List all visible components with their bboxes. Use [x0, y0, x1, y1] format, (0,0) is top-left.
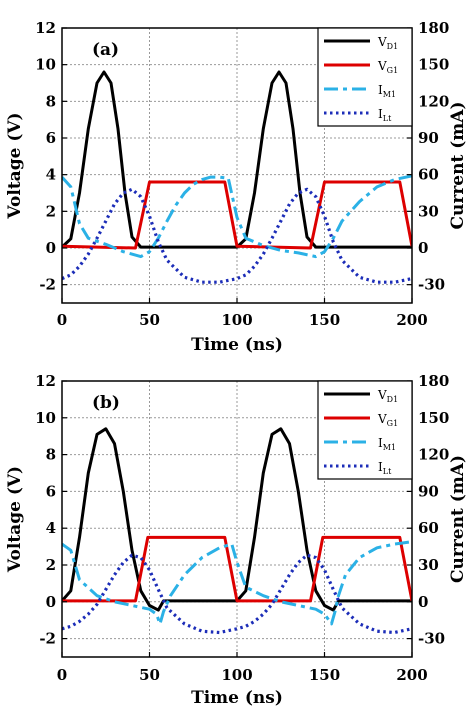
y2-tick-label: 150 — [418, 56, 449, 74]
series-line-v-g1 — [62, 180, 412, 250]
y2-tick-label: 30 — [418, 202, 439, 220]
y-tick-label: 4 — [46, 166, 56, 184]
y-tick-label: 12 — [35, 19, 56, 37]
y2-tick-label: 120 — [418, 92, 449, 110]
legend-label-subscript: G1 — [387, 419, 398, 428]
chart-panel-a: 0 50 100 150 200-2024681012-3003060901201501… — [5, 19, 468, 355]
legend-label-subscript: Lt — [383, 114, 392, 123]
y2-tick-label: 180 — [418, 372, 449, 390]
x-tick-label: 150 — [309, 666, 340, 684]
panel-label: (b) — [92, 393, 120, 413]
y-tick-label: 6 — [46, 482, 56, 500]
y-tick-label: -2 — [39, 276, 56, 294]
y-tick-label: 2 — [46, 556, 56, 574]
legend-label-subscript: D1 — [387, 42, 399, 51]
y2-tick-label: 150 — [418, 409, 449, 427]
series-line-i-m1 — [62, 540, 412, 626]
y2-tick-label: 0 — [418, 239, 428, 257]
x-tick-label: 0 — [57, 666, 67, 684]
legend-label-subscript: D1 — [387, 395, 399, 404]
y-tick-label: 8 — [46, 92, 56, 110]
y2-tick-label: -30 — [418, 276, 445, 294]
y-tick-label: 10 — [35, 56, 56, 74]
x-axis-label: Time (ns) — [191, 688, 283, 708]
y-tick-label: 10 — [35, 409, 56, 427]
series-line-i-lt — [62, 553, 412, 635]
legend-box — [317, 380, 413, 480]
x-tick-label: 50 — [139, 666, 160, 684]
y-tick-label: -2 — [39, 630, 56, 648]
series-line-i-m1 — [62, 174, 412, 259]
y2-tick-label: 0 — [418, 593, 428, 611]
y-tick-label: 0 — [46, 593, 56, 611]
y2-axis-label: Current (mA) — [448, 455, 468, 583]
y-axis-label: Voltage (V) — [5, 112, 25, 219]
legend-label-subscript: G1 — [387, 66, 398, 75]
x-tick-label: 200 — [396, 311, 427, 329]
y-tick-label: 6 — [46, 129, 56, 147]
x-tick-label: 100 — [221, 311, 252, 329]
y2-tick-label: -30 — [418, 630, 445, 648]
y-tick-label: 0 — [46, 239, 56, 257]
y2-tick-label: 30 — [418, 556, 439, 574]
legend-box — [317, 27, 413, 127]
y2-tick-label: 90 — [418, 129, 439, 147]
chart-panel-b: 0 50 100 150 200-2024681012-3003060901201501… — [5, 372, 468, 708]
y-tick-label: 12 — [35, 372, 56, 390]
x-axis-label: Time (ns) — [191, 335, 283, 355]
x-tick-label: 0 — [57, 311, 67, 329]
x-tick-label: 50 — [139, 311, 160, 329]
y2-tick-label: 60 — [418, 519, 439, 537]
y2-axis-label: Current (mA) — [448, 101, 468, 229]
x-tick-label: 200 — [396, 666, 427, 684]
panel-label: (a) — [92, 40, 119, 60]
legend-label-subscript: M1 — [383, 90, 396, 99]
series-line-v-g1 — [62, 535, 412, 603]
x-tick-label: 150 — [309, 311, 340, 329]
y-tick-label: 2 — [46, 202, 56, 220]
y2-tick-label: 120 — [418, 446, 449, 464]
y-tick-label: 8 — [46, 446, 56, 464]
y2-tick-label: 90 — [418, 482, 439, 500]
legend-label-subscript: Lt — [383, 467, 392, 476]
x-tick-label: 100 — [221, 666, 252, 684]
y-axis-label: Voltage (V) — [5, 466, 25, 573]
y2-tick-label: 60 — [418, 166, 439, 184]
legend-label-subscript: M1 — [383, 443, 396, 452]
y-tick-label: 4 — [46, 519, 56, 537]
y2-tick-label: 180 — [418, 19, 449, 37]
